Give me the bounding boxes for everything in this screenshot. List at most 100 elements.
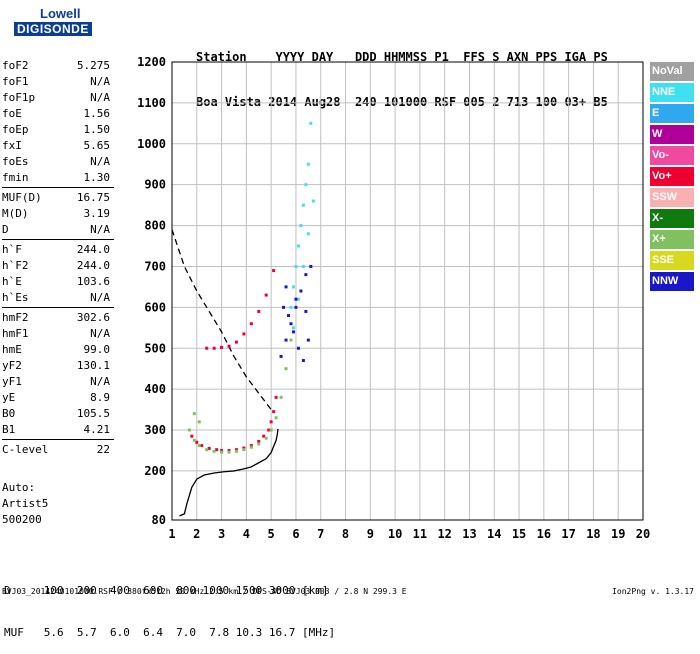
param-name: foF1p	[2, 91, 36, 104]
param-row-18: yF2 130.1	[2, 358, 110, 374]
point-vo-	[242, 446, 246, 450]
param-row-15: hmF2 302.6	[2, 310, 110, 326]
x-tick-label: 7	[317, 527, 324, 541]
param-row-17: hmE 99.0	[2, 342, 110, 358]
point-vo-	[190, 434, 194, 438]
param-value: 3.19	[83, 207, 111, 220]
param-value: 5.275	[76, 59, 110, 72]
param-row-10: D N/A	[2, 222, 110, 238]
point-vo-	[220, 345, 224, 349]
point-vo-	[234, 448, 238, 452]
logo-lowell: Lowell	[40, 6, 81, 21]
y-tick-label: 1100	[137, 96, 166, 110]
param-value: 16.75	[76, 191, 110, 204]
point-x-	[264, 436, 268, 440]
point-nne	[304, 183, 308, 187]
point-vo-	[212, 346, 216, 350]
point-nnw	[287, 314, 291, 318]
point-nnw	[304, 309, 308, 313]
muf-line	[171, 229, 272, 410]
param-name: hmE	[2, 343, 22, 356]
autoscaling-info: Auto: Artist5 500200	[2, 480, 48, 528]
x-tick-label: 3	[218, 527, 225, 541]
x-tick-label: 16	[537, 527, 551, 541]
param-value: N/A	[90, 75, 110, 88]
param-value: 5.65	[83, 139, 111, 152]
point-nne	[296, 297, 300, 301]
point-nne	[296, 244, 300, 248]
point-nnw	[294, 305, 298, 309]
point-x-	[269, 428, 273, 432]
profile-line	[179, 428, 279, 517]
param-row-5: fxI 5.65	[2, 138, 110, 154]
point-nne	[309, 121, 313, 125]
legend-item-vo-: Vo-	[650, 146, 694, 165]
param-separator	[2, 239, 114, 240]
param-name: B1	[2, 423, 16, 436]
point-vo-	[269, 420, 273, 424]
auto-program: Artist5	[2, 497, 49, 510]
param-name: D	[2, 223, 9, 236]
x-tick-label: 12	[437, 527, 451, 541]
point-nnw	[294, 297, 298, 301]
point-vo-	[195, 440, 199, 444]
ionogram-plot: 1 2 3 4 5 6 7 8 9 10 11 12 13 14 15 16 17 18 19 20802003004…	[137, 55, 650, 541]
x-tick-label: 1	[168, 527, 175, 541]
param-row-11: h`F 244.0	[2, 242, 110, 258]
point-x-	[234, 449, 238, 453]
point-nnw	[304, 273, 308, 277]
point-x-	[289, 338, 293, 342]
param-value: 22	[96, 443, 110, 456]
legend-item-noval: NoVal	[650, 62, 694, 81]
legend-item-sse: SSE	[650, 251, 694, 270]
point-vo-	[249, 444, 253, 448]
param-value: 1.50	[83, 123, 111, 136]
param-name: yF1	[2, 375, 22, 388]
param-value: N/A	[90, 91, 110, 104]
param-name: foE	[2, 107, 22, 120]
point-x-	[284, 367, 288, 371]
point-vo-	[227, 448, 231, 452]
x-tick-label: 6	[292, 527, 299, 541]
x-tick-label: 2	[193, 527, 200, 541]
param-name: yF2	[2, 359, 22, 372]
point-nne	[289, 305, 293, 309]
point-nne	[301, 203, 305, 207]
param-row-22: B1 4.21	[2, 422, 110, 438]
plot-frame	[171, 61, 644, 521]
x-tick-label: 20	[636, 527, 650, 541]
param-value: N/A	[90, 327, 110, 340]
param-value: 302.6	[76, 311, 110, 324]
point-nnw	[284, 285, 288, 289]
digisonde-logo: Lowell DIGISONDE	[2, 4, 98, 44]
param-separator	[2, 439, 114, 440]
point-vo-	[220, 448, 224, 452]
legend-item-vo-: Vo+	[650, 167, 694, 186]
param-row-6: foEs N/A	[2, 154, 110, 170]
x-tick-label: 18	[586, 527, 600, 541]
point-nnw	[279, 354, 283, 358]
point-nne	[299, 224, 303, 228]
scaled-parameters-panel: foF2 5.275 foF1 N/A foF1p N/A foE 1.56 foEp 1.50 f…	[2, 58, 114, 458]
y-tick-label: 500	[144, 341, 166, 355]
param-name: M(D)	[2, 207, 29, 220]
x-tick-label: 19	[611, 527, 625, 541]
param-row-9: M(D) 3.19	[2, 206, 110, 222]
param-name: foEs	[2, 155, 29, 168]
point-x-	[274, 416, 278, 420]
param-value: N/A	[90, 223, 110, 236]
param-name: B0	[2, 407, 16, 420]
y-tick-label: 200	[144, 464, 166, 478]
legend-item-nnw: NNW	[650, 272, 694, 291]
x-tick-label: 8	[342, 527, 349, 541]
param-row-8: MUF(D) 16.75	[2, 190, 110, 206]
point-x-	[212, 449, 216, 453]
legend-item-x-: X-	[650, 209, 694, 228]
point-x-	[197, 444, 201, 448]
legend-item-x-: X+	[650, 230, 694, 249]
param-name: foEp	[2, 123, 29, 136]
point-vo-	[242, 332, 246, 336]
param-name: h`F2	[2, 259, 29, 272]
point-nnw	[289, 322, 293, 326]
param-row-3: foE 1.56	[2, 106, 110, 122]
